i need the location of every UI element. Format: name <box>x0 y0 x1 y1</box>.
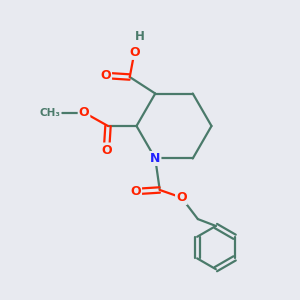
Text: O: O <box>79 106 89 119</box>
Text: N: N <box>150 152 160 165</box>
Text: O: O <box>130 185 141 198</box>
Text: CH₃: CH₃ <box>40 107 61 118</box>
Text: O: O <box>101 143 112 157</box>
Text: O: O <box>129 46 140 59</box>
Text: O: O <box>176 191 187 204</box>
Text: O: O <box>100 69 111 82</box>
Text: H: H <box>135 30 145 43</box>
